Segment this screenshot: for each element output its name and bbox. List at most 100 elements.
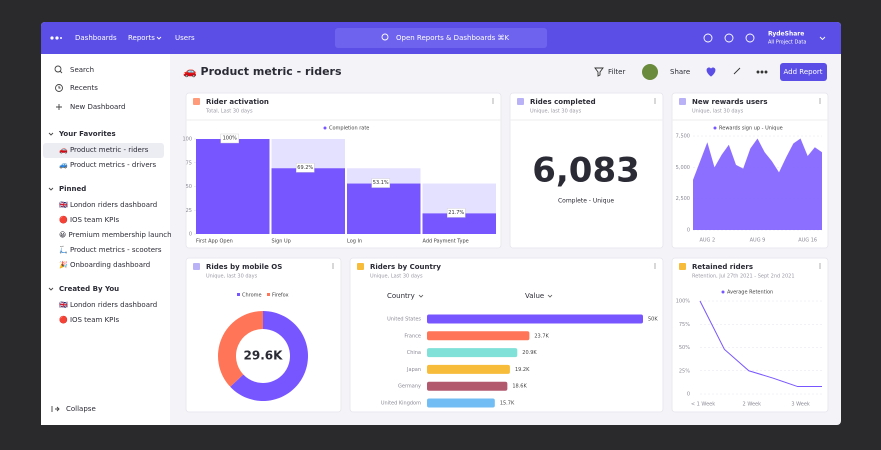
card-menu[interactable] (492, 98, 494, 100)
legend-swatch (267, 293, 270, 296)
card-icon (193, 263, 200, 270)
card-menu[interactable] (819, 100, 821, 102)
bar (427, 364, 510, 374)
legend-label: Average Retention (727, 290, 773, 296)
value-label: 50K (648, 317, 658, 323)
card-icon (517, 98, 524, 105)
sidebar-item[interactable]: 🎉 Onboarding dashboard (59, 260, 150, 269)
x-tick-label: 3 Week (791, 402, 810, 408)
card-menu[interactable] (654, 100, 656, 102)
bar (427, 348, 518, 358)
nav-item[interactable]: Dashboards (75, 34, 117, 42)
y-tick-label: 100% (676, 299, 691, 305)
bar (427, 398, 495, 408)
card-menu[interactable] (492, 100, 494, 102)
link-icon[interactable] (733, 67, 741, 75)
search-box[interactable] (335, 28, 547, 48)
column-header[interactable]: Country (387, 292, 415, 300)
card-subtitle: Unique, last 30 days (206, 274, 258, 280)
card-menu[interactable] (332, 263, 334, 265)
x-tick-label: First App Open (196, 239, 233, 245)
project-sub: All Project Data (768, 40, 806, 46)
card-menu[interactable] (654, 265, 656, 267)
sidebar-item[interactable]: Recents (70, 84, 98, 92)
share-button[interactable]: Share (670, 68, 690, 76)
sidebar-item[interactable]: 🛴 Product metrics - scooters (59, 245, 162, 254)
collapse[interactable]: Collapse (66, 405, 96, 413)
y-tick-label: 50% (679, 345, 690, 351)
nav-item[interactable]: Users (175, 34, 195, 42)
top-nav-base (41, 44, 841, 54)
card-icon (679, 263, 686, 270)
card-icon (193, 98, 200, 105)
bar (422, 213, 496, 234)
card-subtitle: Total, Last 30 days (205, 109, 253, 115)
icon[interactable] (703, 33, 713, 43)
section-title: Your Favorites (58, 130, 116, 138)
donut-slice (230, 311, 309, 401)
nav-item[interactable]: Reports (128, 34, 155, 42)
sidebar-item[interactable]: 🔴 IOS team KPIs (59, 315, 119, 324)
sidebar-item[interactable]: 😀 Premium membership launch (59, 231, 172, 239)
avatar[interactable] (642, 64, 658, 80)
bar (271, 168, 345, 234)
add-report-button[interactable] (780, 63, 827, 81)
metric-value: 6,083 (532, 151, 640, 191)
column-header[interactable]: Value (525, 292, 544, 300)
card-subtitle: Retention, Jul 27th 2021 - Sept 2nd 2021 (692, 274, 795, 280)
line (699, 300, 822, 388)
value-label: 20.9K (522, 350, 537, 356)
y-tick-label: 5,000 (676, 165, 690, 171)
project-name[interactable]: RydeShare (768, 31, 804, 38)
sidebar-item[interactable]: 🚙 Product metrics - drivers (59, 161, 157, 169)
logo (50, 36, 62, 40)
card-menu[interactable] (654, 98, 656, 100)
sidebar-item[interactable]: New Dashboard (70, 103, 125, 111)
search-placeholder: Open Reports & Dashboards ⌘K (396, 34, 510, 42)
card-menu[interactable] (819, 265, 821, 267)
filter-button[interactable]: Filter (608, 68, 625, 76)
sidebar-item[interactable]: 🇬🇧 London riders dashboard (59, 301, 157, 309)
card-menu[interactable] (819, 267, 821, 269)
x-tick-label: Log In (347, 239, 362, 245)
section-title: Pinned (59, 185, 86, 193)
legend-label: Firefox (272, 293, 289, 299)
icon[interactable] (724, 33, 734, 43)
sidebar-item[interactable]: 🚗 Product metric - riders (59, 146, 149, 154)
card-menu[interactable] (332, 265, 334, 267)
card-menu[interactable] (819, 102, 821, 104)
sidebar-item[interactable]: Search (70, 66, 94, 74)
card-menu[interactable] (819, 263, 821, 265)
chevron (819, 36, 826, 41)
x-tick-label: Sign Up (272, 239, 291, 245)
y-tick-label: 75 (186, 160, 192, 166)
sidebar-item[interactable]: 🇬🇧 London riders dashboard (59, 201, 157, 209)
card-menu[interactable] (654, 267, 656, 269)
donut-slice (218, 311, 263, 387)
card-menu[interactable] (492, 102, 494, 104)
chevron (156, 36, 162, 40)
card-menu[interactable] (654, 102, 656, 104)
legend-label: Completion rate (329, 126, 369, 132)
nav-icons (156, 33, 826, 43)
icon[interactable] (745, 33, 755, 43)
y-tick-label: 7,500 (676, 134, 690, 140)
card-menu[interactable] (332, 267, 334, 269)
x-tick-label: Add Payment Type (423, 239, 469, 245)
y-tick-label: 25 (186, 208, 192, 214)
legend-dot (713, 126, 717, 130)
value-label-box (220, 133, 239, 144)
card-title: Riders by Country (370, 263, 441, 271)
favorite[interactable] (706, 67, 716, 77)
value-label: 69.2% (297, 165, 313, 171)
card-subtitle: Unique, last 30 days (692, 109, 744, 115)
x-tick-label: AUG 2 (699, 238, 715, 244)
add-report-label[interactable]: Add Report (784, 68, 823, 76)
card-menu[interactable] (819, 98, 821, 100)
card-icon (679, 98, 686, 105)
card-subtitle: Unique, last 30 days (530, 109, 582, 115)
category-label: France (404, 333, 421, 339)
card-menu[interactable] (654, 263, 656, 265)
sidebar-item[interactable]: 🔴 IOS team KPIs (59, 215, 119, 224)
bar (196, 139, 270, 234)
